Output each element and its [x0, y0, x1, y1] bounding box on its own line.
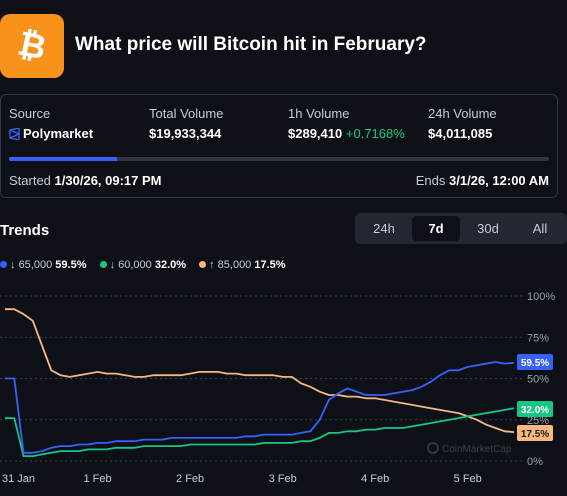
legend-name: 65,000 — [18, 259, 53, 271]
h24-volume-label: 24h Volume — [428, 106, 497, 121]
total-volume-label: Total Volume — [149, 106, 224, 121]
tab-all[interactable]: All — [532, 221, 548, 236]
legend-value: 17.5% — [254, 259, 286, 271]
legend-arrow: ↓ — [10, 259, 16, 271]
legend-item-65000[interactable]: ↓ 65,000 59.5% — [0, 259, 90, 271]
legend-item-60000[interactable]: ↓ 60,000 32.0% — [99, 259, 190, 271]
market-progress-bar — [9, 157, 549, 161]
series-line-60000 — [5, 407, 515, 458]
end-value-badge — [517, 425, 553, 441]
x-tick-label: 5 Feb — [454, 473, 482, 485]
x-tick-label: 2 Feb — [176, 473, 204, 485]
source-label: Source — [9, 106, 51, 121]
legend-arrow: ↓ — [109, 259, 116, 271]
y-tick-label: 50% — [527, 374, 549, 386]
started-date: Started 1/30/26, 09:17 PM — [9, 173, 162, 188]
legend-dot — [99, 261, 107, 268]
stat-total-volume: Total Volume $19,933,344 — [149, 106, 223, 141]
source-name: Polymarket — [23, 126, 94, 141]
tab-7d[interactable]: 7d — [412, 216, 460, 241]
watermark-text: CoinMarketCap — [442, 444, 512, 455]
h24-volume-value: $4,011,085 — [428, 126, 493, 141]
stat-24h-volume: 24h Volume $4,011,085 — [428, 106, 497, 141]
legend-dot — [199, 261, 207, 268]
stat-source: Source Polymarket — [9, 106, 93, 143]
x-tick-label: 3 Feb — [269, 473, 297, 485]
ends-value: 3/1/26, 12:00 AM — [449, 173, 549, 188]
market-progress-fill — [9, 157, 117, 161]
legend-dot — [0, 261, 7, 268]
y-tick-label: 75% — [527, 332, 549, 344]
ends-label: Ends — [415, 173, 446, 188]
market-stats-card: Source Polymarket Total Volume $19,933,3… — [0, 94, 558, 198]
started-value: 1/30/26, 09:17 PM — [54, 173, 162, 188]
h1-volume-row: $289,410 +0.7168% — [288, 126, 405, 141]
y-tick-label: 25% — [527, 415, 549, 427]
legend-name: 85,000 — [217, 259, 252, 271]
stat-1h-volume: 1h Volume $289,410 +0.7168% — [288, 106, 405, 141]
tab-30d[interactable]: 30d — [477, 221, 499, 236]
chart-legend: ↓ 65,000 59.5% ↓ 60,000 32.0% ↑ 85,000 1… — [0, 259, 296, 271]
ends-date: Ends 3/1/26, 12:00 AM — [416, 173, 549, 188]
end-value-label: 32.0% — [521, 405, 549, 416]
tab-24h[interactable]: 24h — [373, 221, 395, 236]
bitcoin-logo-icon: ₿ — [0, 14, 64, 78]
legend-item-85000[interactable]: ↑ 85,000 17.5% — [199, 259, 286, 271]
legend-value: 59.5% — [55, 259, 87, 271]
legend-name: 60,000 — [118, 259, 152, 271]
x-tick-label: 31 Jan — [2, 473, 35, 485]
legend-value: 32.0% — [154, 259, 187, 271]
market-header: ₿ What price will Bitcoin hit in Februar… — [0, 14, 567, 80]
x-tick-label: 4 Feb — [361, 473, 389, 485]
timeframe-tabs: 24h 7d 30d All — [355, 213, 567, 244]
end-value-badge — [517, 401, 553, 417]
end-value-label: 59.5% — [521, 358, 549, 369]
series-line-65000 — [5, 361, 515, 454]
trends-title: Trends — [0, 222, 50, 239]
y-tick-label: 0% — [527, 456, 543, 468]
end-value-label: 17.5% — [521, 429, 549, 440]
h1-volume-value: $289,410 — [288, 126, 343, 141]
x-tick-label: 1 Feb — [83, 473, 111, 485]
started-label: Started — [9, 173, 51, 188]
h1-volume-change: +0.7168% — [345, 126, 405, 141]
series-line-85000 — [5, 308, 515, 433]
legend-arrow: ↑ — [209, 259, 215, 271]
market-title: What price will Bitcoin hit in February? — [75, 34, 427, 55]
total-volume-value: $19,933,344 — [149, 126, 222, 141]
y-tick-label: 100% — [527, 291, 555, 303]
end-value-badge — [517, 354, 553, 370]
coinmarketcap-icon — [427, 442, 439, 454]
source-value[interactable]: Polymarket — [9, 126, 93, 143]
polymarket-icon — [9, 127, 21, 143]
h1-volume-label: 1h Volume — [288, 106, 350, 121]
